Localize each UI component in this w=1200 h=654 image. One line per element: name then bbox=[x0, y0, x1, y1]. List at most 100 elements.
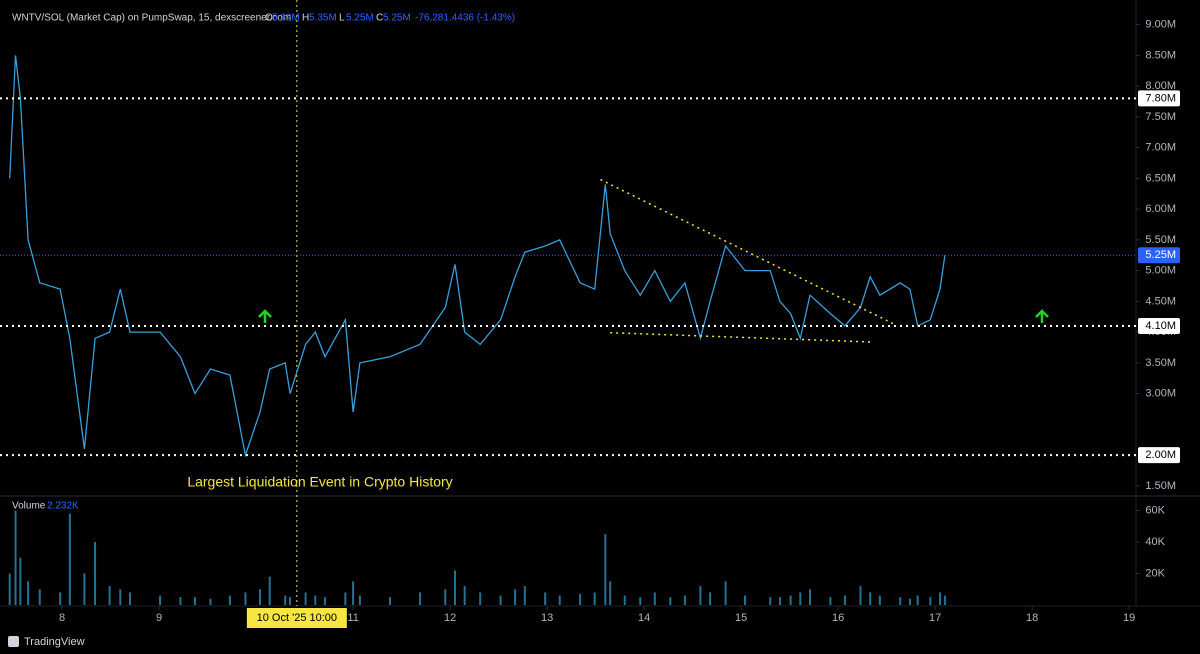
volume-bar bbox=[609, 581, 612, 605]
volume-bar bbox=[244, 592, 247, 605]
volume-bar bbox=[284, 595, 287, 605]
volume-bar bbox=[193, 597, 196, 605]
volume-bar bbox=[604, 534, 607, 605]
volume-bar bbox=[809, 589, 812, 605]
x-tick-label: 8 bbox=[59, 612, 65, 624]
ohlc-key: H bbox=[302, 13, 309, 24]
volume-bar bbox=[358, 595, 361, 605]
volume-bar bbox=[209, 598, 212, 605]
volume-bar bbox=[514, 589, 517, 605]
y-tick-label: 1.50M bbox=[1145, 480, 1176, 492]
level-label: 7.80M bbox=[1145, 92, 1176, 104]
volume-bar bbox=[939, 592, 942, 605]
volume-bar bbox=[699, 586, 702, 605]
y-tick-label: 3.50M bbox=[1145, 357, 1176, 369]
volume-bar bbox=[27, 581, 30, 605]
volume-bar bbox=[709, 592, 712, 605]
volume-bar bbox=[899, 597, 902, 605]
x-tick-label: 14 bbox=[638, 612, 650, 624]
y-tick-label: 4.50M bbox=[1145, 295, 1176, 307]
x-tick-label: 18 bbox=[1026, 612, 1038, 624]
y-tick-label: 5.50M bbox=[1145, 234, 1176, 246]
volume-bar bbox=[388, 597, 391, 605]
level-box bbox=[1138, 90, 1180, 107]
volume-bar bbox=[653, 592, 656, 605]
ohlc-value: 5.25M bbox=[346, 13, 374, 24]
volume-bar bbox=[83, 573, 86, 605]
change: -76,281.4436 (-1.43%) bbox=[415, 13, 515, 24]
ohlc-value: 5.25M bbox=[383, 13, 411, 24]
volume-bar bbox=[463, 586, 466, 605]
volume-bar bbox=[869, 592, 872, 605]
volume-bar bbox=[623, 595, 626, 605]
volume-bar bbox=[179, 597, 182, 605]
volume-bar bbox=[8, 573, 11, 605]
volume-bar bbox=[419, 592, 422, 605]
x-tick-label: 19 bbox=[1123, 612, 1135, 624]
volume-bar bbox=[68, 513, 71, 605]
crosshair-box bbox=[246, 608, 347, 628]
x-tick-label: 12 bbox=[444, 612, 456, 624]
volume-bar bbox=[593, 592, 596, 605]
volume-bar bbox=[558, 595, 561, 605]
y-tick-label: 9.00M bbox=[1145, 19, 1176, 31]
volume-label: Volume bbox=[12, 501, 46, 512]
volume-bar bbox=[159, 595, 162, 605]
ohlc-key: O bbox=[265, 13, 273, 24]
y-tick-label: 20K bbox=[1145, 567, 1165, 579]
level-box bbox=[1138, 447, 1180, 464]
y-tick-label: 8.50M bbox=[1145, 49, 1176, 61]
volume-bar bbox=[444, 589, 447, 605]
volume-bar bbox=[38, 589, 41, 605]
volume-bar bbox=[94, 542, 97, 605]
volume-bar bbox=[258, 589, 261, 605]
annotation: Largest Liquidation Event in Crypto Hist… bbox=[187, 474, 452, 490]
chart-title: WNTV/SOL (Market Cap) on PumpSwap, 15, d… bbox=[12, 13, 291, 24]
arrow-icon bbox=[1035, 309, 1049, 323]
volume-bar bbox=[499, 595, 502, 605]
volume-bar bbox=[943, 595, 946, 605]
volume-bar bbox=[744, 595, 747, 605]
volume-bar bbox=[724, 581, 727, 605]
x-tick-label: 15 bbox=[735, 612, 747, 624]
volume-bar bbox=[523, 586, 526, 605]
level-label: 4.10M bbox=[1145, 320, 1176, 332]
volume-bar bbox=[59, 592, 62, 605]
volume-bar bbox=[304, 592, 307, 605]
volume-bar bbox=[344, 592, 347, 605]
volume-bar bbox=[323, 597, 326, 605]
volume-bar bbox=[908, 598, 911, 605]
volume-bar bbox=[228, 595, 231, 605]
volume-bar bbox=[789, 595, 792, 605]
volume-bar bbox=[799, 592, 802, 605]
trendline bbox=[610, 331, 871, 343]
y-tick-label: 60K bbox=[1145, 504, 1165, 516]
volume-bar bbox=[769, 597, 772, 605]
last-price-box bbox=[1138, 247, 1180, 264]
x-tick-label: 11 bbox=[347, 612, 358, 624]
ohlc-key: C bbox=[376, 13, 383, 24]
volume-bar bbox=[479, 592, 482, 605]
level-label: 2.00M bbox=[1145, 449, 1176, 461]
x-tick-label: 17 bbox=[929, 612, 941, 624]
y-tick-label: 3.00M bbox=[1145, 388, 1176, 400]
ohlc-value: 5.32M bbox=[272, 13, 300, 24]
volume-bar bbox=[453, 570, 456, 605]
volume-last: 2.232K bbox=[47, 501, 79, 512]
y-tick-label: 5.00M bbox=[1145, 265, 1176, 277]
ohlc-key: L bbox=[339, 13, 345, 24]
x-tick-label: 13 bbox=[541, 612, 553, 624]
y-tick-label: 6.50M bbox=[1145, 172, 1176, 184]
arrow-icon bbox=[258, 309, 272, 323]
trendline bbox=[600, 178, 896, 326]
y-tick-label: 7.00M bbox=[1145, 142, 1176, 154]
brand: TradingView bbox=[24, 636, 85, 648]
volume-bar bbox=[843, 595, 846, 605]
volume-bar bbox=[14, 510, 17, 605]
volume-bar bbox=[639, 597, 642, 605]
volume-bar bbox=[352, 581, 355, 605]
volume-bar bbox=[579, 593, 582, 605]
